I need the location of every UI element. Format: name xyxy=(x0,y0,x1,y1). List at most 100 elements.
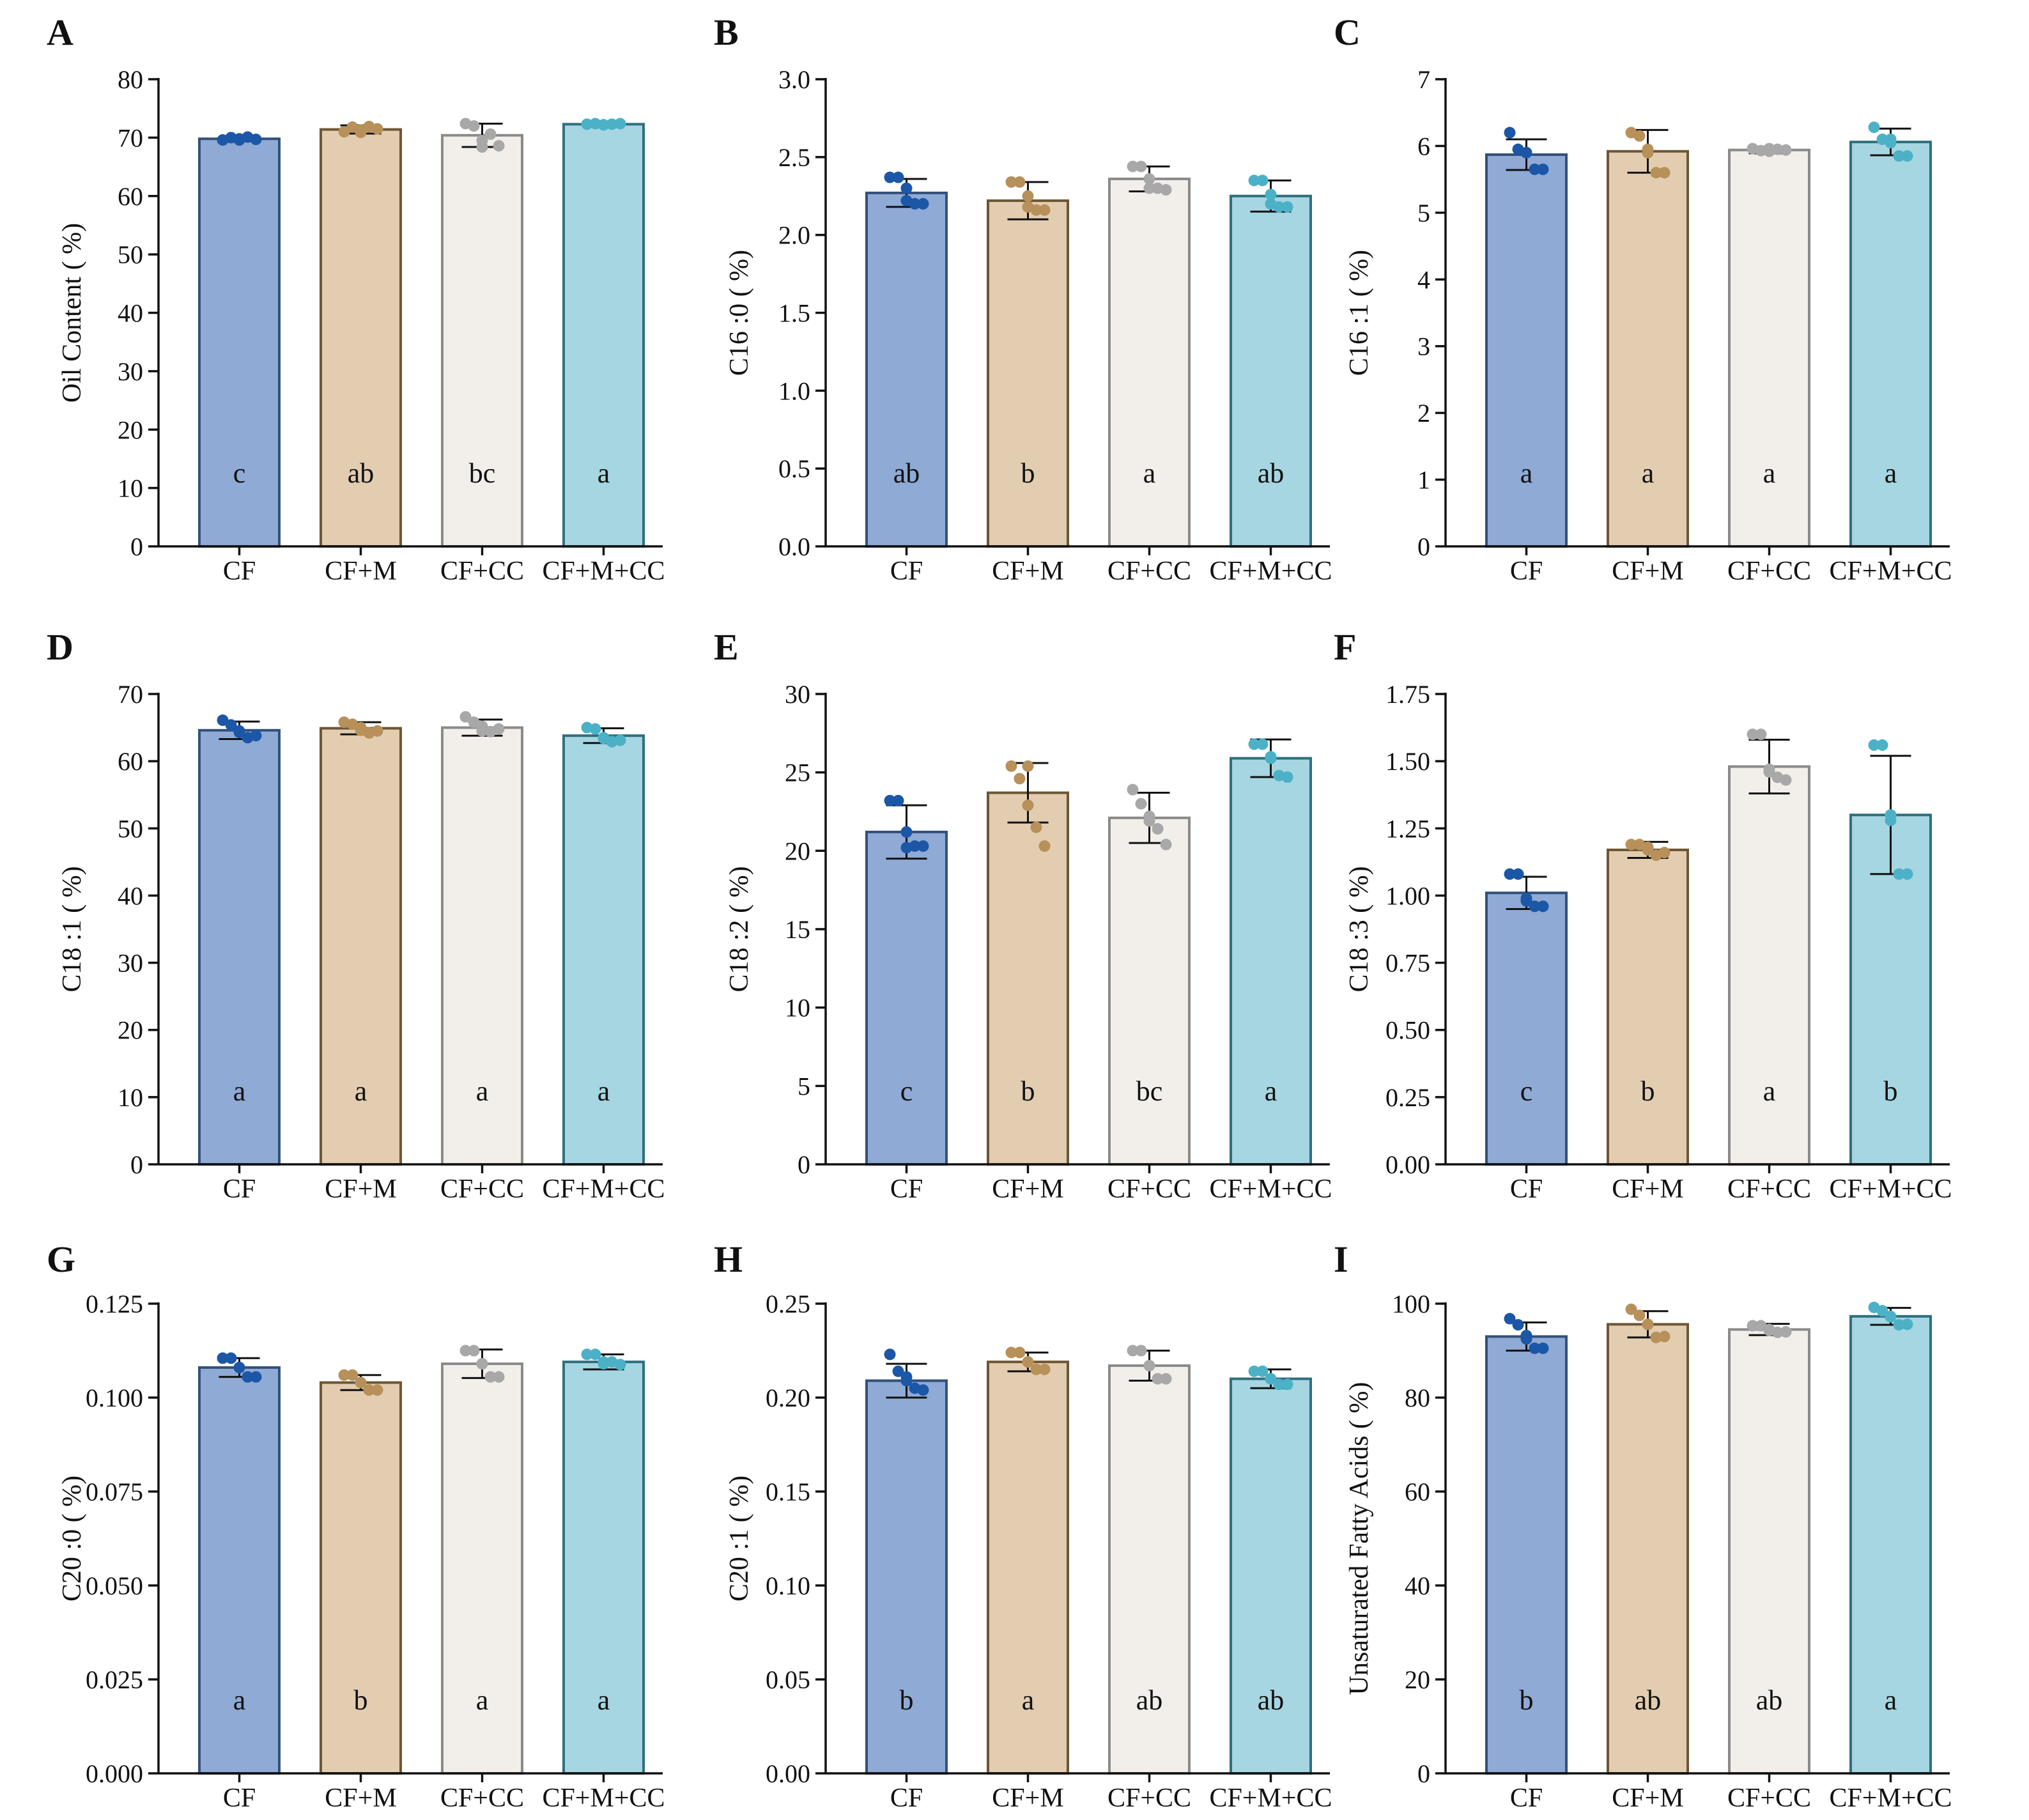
y-tick-label: 0.05 xyxy=(766,1665,810,1694)
data-point xyxy=(900,1375,913,1387)
data-point xyxy=(1763,143,1775,155)
data-point xyxy=(917,840,929,852)
data-point xyxy=(363,1384,375,1396)
y-tick-label: 60 xyxy=(118,182,143,211)
x-tick-label: CF+CC xyxy=(440,557,524,586)
data-point xyxy=(1747,729,1759,741)
y-tick-label: 0 xyxy=(1417,532,1430,561)
significance-letter: ab xyxy=(1136,1685,1163,1716)
data-point xyxy=(1771,143,1784,155)
y-tick-label: 40 xyxy=(118,299,143,328)
data-point xyxy=(1537,1342,1549,1354)
x-tick-label: CF+M xyxy=(992,1175,1063,1204)
y-axis-title: C16 :1 ( %) xyxy=(1345,250,1374,376)
x-tick-label: CF xyxy=(890,557,923,586)
panel-E: Ec b bc a 0 5 10 15 20 25 30 CF CF+M CF+CC CF+M+CC C18 … xyxy=(714,626,1332,1204)
data-point xyxy=(493,723,505,735)
significance-letter: a xyxy=(1763,1076,1776,1107)
significance-letter: c xyxy=(233,458,246,489)
data-point xyxy=(1022,201,1034,213)
data-point xyxy=(1633,130,1646,142)
data-point xyxy=(1160,838,1172,851)
bar-cf-m xyxy=(1607,150,1689,548)
y-tick-label: 0 xyxy=(130,532,143,561)
significance-letter: a xyxy=(1022,1685,1035,1716)
data-point xyxy=(338,1369,350,1381)
y-tick-label: 10 xyxy=(118,474,143,503)
bar-cf-m xyxy=(320,128,402,548)
data-point xyxy=(1135,798,1147,810)
data-point xyxy=(1014,1346,1026,1359)
data-point xyxy=(493,140,505,152)
bar-cf-m xyxy=(320,727,402,1166)
significance-letter: b xyxy=(1021,1076,1035,1107)
panel-letter: G xyxy=(47,1238,75,1280)
y-tick-label: 0.125 xyxy=(86,1290,143,1318)
data-point xyxy=(1248,738,1260,750)
panel-letter: E xyxy=(714,626,739,668)
y-tick-label: 10 xyxy=(118,1083,143,1112)
data-point xyxy=(1135,160,1147,173)
y-tick-label: 20 xyxy=(1405,1665,1430,1694)
data-point xyxy=(1005,760,1017,772)
y-tick-label: 1.50 xyxy=(1385,747,1430,776)
data-point xyxy=(884,1348,896,1361)
data-point xyxy=(606,118,618,130)
data-point xyxy=(581,118,593,130)
data-point xyxy=(598,732,610,744)
data-point xyxy=(1893,150,1905,162)
data-point xyxy=(614,118,626,130)
y-tick-label: 0.050 xyxy=(86,1571,143,1600)
data-point xyxy=(614,734,626,746)
bar-cf-m-cc xyxy=(562,1361,645,1775)
y-tick-label: 5 xyxy=(798,1072,810,1100)
bar-cf-m-cc xyxy=(562,734,645,1166)
y-tick-label: 70 xyxy=(118,680,143,709)
data-point xyxy=(1893,1319,1905,1331)
y-tick-label: 6 xyxy=(1417,132,1430,160)
data-point xyxy=(493,1371,505,1383)
y-tick-label: 0.25 xyxy=(1385,1083,1430,1112)
y-tick-label: 7 xyxy=(1417,65,1430,94)
bar-cf xyxy=(865,830,948,1166)
data-point xyxy=(1030,821,1042,833)
panel-A: Ac ab bc a 0 10 20 30 40 50 60 70 80 CF CF+M CF+CC CF+M+… xyxy=(47,12,665,586)
data-point xyxy=(468,120,480,132)
panel-letter: H xyxy=(714,1238,743,1280)
data-point xyxy=(250,134,262,146)
data-point xyxy=(1022,760,1034,772)
data-point xyxy=(1038,1363,1051,1375)
data-point xyxy=(1876,739,1888,751)
data-point xyxy=(1504,1313,1516,1325)
bar-cf xyxy=(865,191,948,548)
y-tick-label: 0.25 xyxy=(766,1290,810,1318)
y-tick-label: 0 xyxy=(130,1150,143,1179)
significance-letter: a xyxy=(355,1076,367,1107)
data-point xyxy=(1780,144,1792,156)
x-tick-label: CF+CC xyxy=(440,1784,524,1813)
data-point xyxy=(1005,176,1017,188)
x-tick-label: CF+M xyxy=(992,557,1063,586)
significance-letter: bc xyxy=(1136,1076,1163,1107)
data-point xyxy=(589,1348,601,1361)
significance-letter: ab xyxy=(1756,1685,1783,1716)
significance-letter: a xyxy=(1885,458,1897,489)
data-point xyxy=(1901,868,1913,880)
data-point xyxy=(371,725,383,737)
data-point xyxy=(1265,189,1277,201)
y-axis-title: C20 :1 ( %) xyxy=(725,1476,754,1601)
panel-letter: B xyxy=(714,12,739,53)
bar-cf-m xyxy=(1607,1323,1689,1775)
data-point xyxy=(1038,840,1051,852)
data-point xyxy=(917,1384,929,1396)
data-point xyxy=(884,794,896,806)
x-tick-label: CF+M+CC xyxy=(1829,1175,1952,1204)
data-point xyxy=(614,1359,626,1371)
y-tick-label: 60 xyxy=(118,747,143,776)
data-point xyxy=(225,1352,237,1364)
data-point xyxy=(1143,815,1155,827)
y-tick-label: 0.50 xyxy=(1385,1016,1430,1045)
data-point xyxy=(250,1371,262,1383)
data-point xyxy=(371,1384,383,1396)
significance-letter: ab xyxy=(1635,1685,1662,1716)
